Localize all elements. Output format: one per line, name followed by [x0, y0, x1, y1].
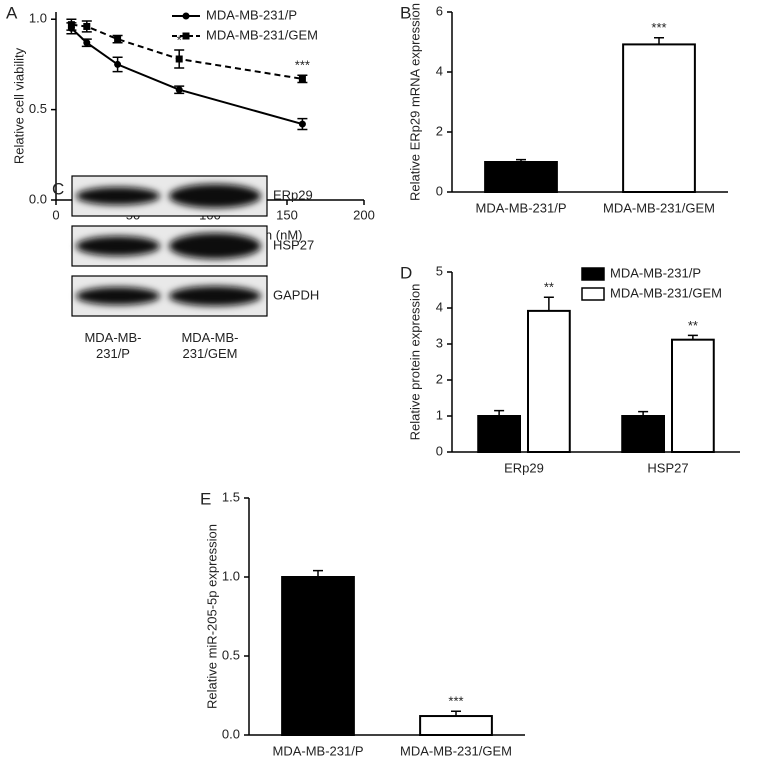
- bar: [527, 309, 571, 453]
- x-tick-label: ERp29: [504, 460, 544, 475]
- y-tick-label: 5: [436, 263, 443, 278]
- marker: [67, 21, 75, 29]
- marker: [114, 60, 122, 68]
- y-tick-label: 2: [436, 123, 443, 138]
- blot-strip: [71, 175, 268, 217]
- marker: [114, 35, 122, 43]
- x-tick-label: MDA-MB-231/P: [272, 743, 363, 758]
- line: [71, 23, 303, 80]
- line: [70, 27, 303, 126]
- panel-label: C: [52, 179, 64, 198]
- lane-label: MDA-MB-231/GEM: [181, 330, 239, 361]
- panel-label: D: [400, 263, 412, 282]
- annotation: ***: [651, 20, 666, 35]
- marker: [83, 22, 91, 30]
- annotation: ***: [295, 58, 310, 73]
- bar: [621, 415, 665, 453]
- error-bar: [543, 296, 554, 311]
- y-tick-label: 0.5: [29, 101, 47, 116]
- marker: [175, 86, 183, 94]
- legend-label: MDA-MB-231/GEM: [206, 27, 318, 42]
- y-tick-label: 0: [436, 443, 443, 458]
- annotation: *: [177, 32, 182, 47]
- bar: [281, 576, 355, 736]
- x-tick-label: 150: [276, 207, 298, 222]
- marker: [298, 120, 306, 128]
- y-tick-label: 0.0: [222, 726, 240, 741]
- error-bar: [654, 37, 664, 45]
- y-tick-label: 0.0: [29, 191, 47, 206]
- error-bar: [313, 569, 323, 577]
- y-axis-label: Relative ERp29 mRNA expression: [407, 3, 422, 201]
- lane-label: MDA-MB-231/P: [84, 330, 142, 361]
- band: [76, 287, 160, 305]
- legend-marker: [182, 12, 190, 20]
- panel-label: E: [200, 489, 211, 508]
- annotation: **: [688, 318, 698, 333]
- legend-swatch: [581, 267, 605, 281]
- blot-strip: [71, 275, 268, 317]
- y-axis-label: Relative protein expression: [407, 284, 422, 441]
- legend-swatch: [581, 287, 605, 301]
- legend-label: MDA-MB-231/P: [206, 7, 297, 22]
- blot-row-label: ERp29: [273, 187, 313, 202]
- x-tick-label: HSP27: [647, 460, 688, 475]
- y-tick-label: 1.0: [222, 568, 240, 583]
- legend-label: MDA-MB-231/P: [610, 265, 701, 280]
- y-tick-label: 1: [436, 407, 443, 422]
- legend-label: MDA-MB-231/GEM: [610, 285, 722, 300]
- y-tick-label: 6: [436, 3, 443, 18]
- y-tick-label: 1.0: [29, 11, 47, 26]
- y-tick-label: 2: [436, 371, 443, 386]
- band: [76, 187, 160, 205]
- x-tick-label: MDA-MB-231/GEM: [400, 743, 512, 758]
- blot-row-label: GAPDH: [273, 287, 319, 302]
- bar: [622, 43, 696, 194]
- x-tick-label: 200: [353, 207, 375, 222]
- y-tick-label: 0: [436, 183, 443, 198]
- x-tick-label: MDA-MB-231/GEM: [603, 200, 715, 215]
- annotation: ***: [448, 694, 463, 709]
- annotation: **: [544, 280, 554, 295]
- band: [76, 236, 160, 256]
- band: [169, 233, 261, 259]
- y-tick-label: 3: [436, 335, 443, 350]
- marker: [298, 75, 306, 83]
- marker: [175, 55, 183, 63]
- y-tick-label: 4: [436, 299, 443, 314]
- blot-row-label: HSP27: [273, 237, 314, 252]
- marker: [83, 39, 91, 47]
- y-tick-label: 1.5: [222, 489, 240, 504]
- y-axis-label: Relative cell viability: [11, 47, 26, 164]
- bar: [484, 161, 558, 193]
- band: [169, 286, 261, 306]
- bar: [477, 415, 521, 453]
- bar: [419, 715, 493, 736]
- blot-strip: [71, 225, 268, 267]
- x-tick-label: 0: [52, 207, 59, 222]
- panel-label: A: [6, 3, 18, 22]
- bar: [671, 338, 715, 453]
- x-tick-label: MDA-MB-231/P: [475, 200, 566, 215]
- legend-marker: [182, 32, 190, 40]
- y-axis-label: Relative miR-205-5p expression: [204, 524, 219, 709]
- y-tick-label: 0.5: [222, 647, 240, 662]
- band: [169, 184, 261, 208]
- panel-label: B: [400, 3, 411, 22]
- y-tick-label: 4: [436, 63, 443, 78]
